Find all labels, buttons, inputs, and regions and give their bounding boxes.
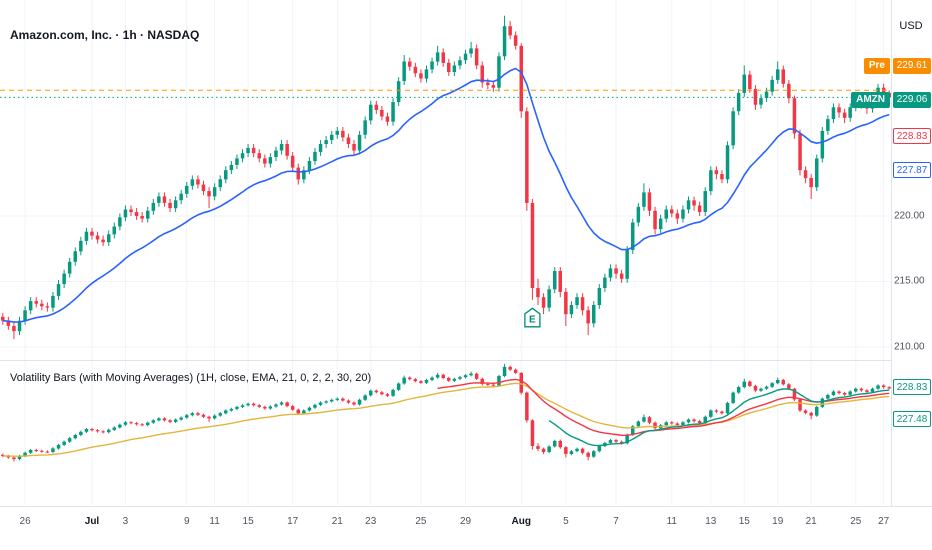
time-axis-label: 27: [878, 516, 890, 527]
pre-price-label: 229.61: [893, 58, 931, 74]
price-tick-label: 210.00: [894, 341, 925, 353]
time-axis-label: 5: [563, 516, 569, 527]
indicator-title[interactable]: Volatility Bars (with Moving Averages) (…: [10, 372, 372, 384]
symbol-title[interactable]: Amazon.com, Inc. · 1h · NASDAQ: [10, 28, 200, 42]
time-axis-label: 11: [666, 516, 677, 527]
price-label: 227.87: [893, 162, 931, 178]
indicator-value-label: 228.83: [893, 379, 931, 395]
time-axis-label: 3: [122, 516, 129, 527]
indicator-value-label: 227.48: [893, 411, 931, 427]
time-axis-label: 11: [209, 516, 220, 527]
price-tick-label: 215.00: [894, 275, 925, 287]
indicator-ma-line-10: [548, 388, 890, 447]
time-axis-label: 15: [738, 516, 750, 527]
pre-tag-label: Pre: [863, 58, 890, 74]
time-axis-label: 26: [19, 516, 31, 527]
vertical-grid: [24, 361, 885, 505]
price-axis[interactable]: USD 220.00 215.00 210.00 229.61 229.06 228.83…: [891, 0, 932, 506]
price-label: 228.83: [893, 128, 931, 144]
svg-text:E: E: [529, 314, 536, 325]
time-axis[interactable]: 26 Jul 3 9 11 15 17 21 23 25 29 Aug 5 7 11 13 15 19 21 25 27: [0, 506, 932, 550]
amzn-tag-label: AMZN: [851, 92, 890, 108]
time-axis-label: 19: [772, 516, 784, 527]
time-axis-label: 17: [287, 516, 299, 527]
vertical-grid: [24, 0, 885, 360]
time-axis-label: 23: [365, 516, 377, 527]
earnings-marker-icon[interactable]: E: [524, 307, 541, 328]
time-axis-label: 21: [331, 516, 343, 527]
price-tick-label: 220.00: [894, 210, 925, 222]
indicator-chart-canvas[interactable]: [0, 361, 892, 505]
horizontal-grid: [0, 215, 892, 348]
time-axis-label: 7: [613, 516, 619, 527]
time-axis-label: 21: [805, 516, 817, 527]
time-axis-label: 9: [183, 516, 190, 527]
indicator-ma-line-30: [2, 382, 890, 457]
time-axis-label: Aug: [511, 516, 531, 527]
volatility-bars: [1, 363, 891, 462]
time-axis-label: 25: [415, 516, 427, 527]
time-axis-label: 25: [850, 516, 862, 527]
time-axis-label: Jul: [84, 516, 100, 527]
price-candles: [1, 15, 891, 340]
time-axis-label: 15: [242, 516, 254, 527]
amzn-price-label: 229.06: [893, 92, 931, 108]
time-axis-label: 13: [705, 516, 717, 527]
price-chart-canvas[interactable]: E: [0, 0, 892, 360]
price-ema-line: [2, 67, 890, 323]
panel-separator[interactable]: [0, 360, 932, 361]
time-axis-label: 29: [459, 516, 472, 527]
currency-label: USD: [899, 20, 923, 32]
